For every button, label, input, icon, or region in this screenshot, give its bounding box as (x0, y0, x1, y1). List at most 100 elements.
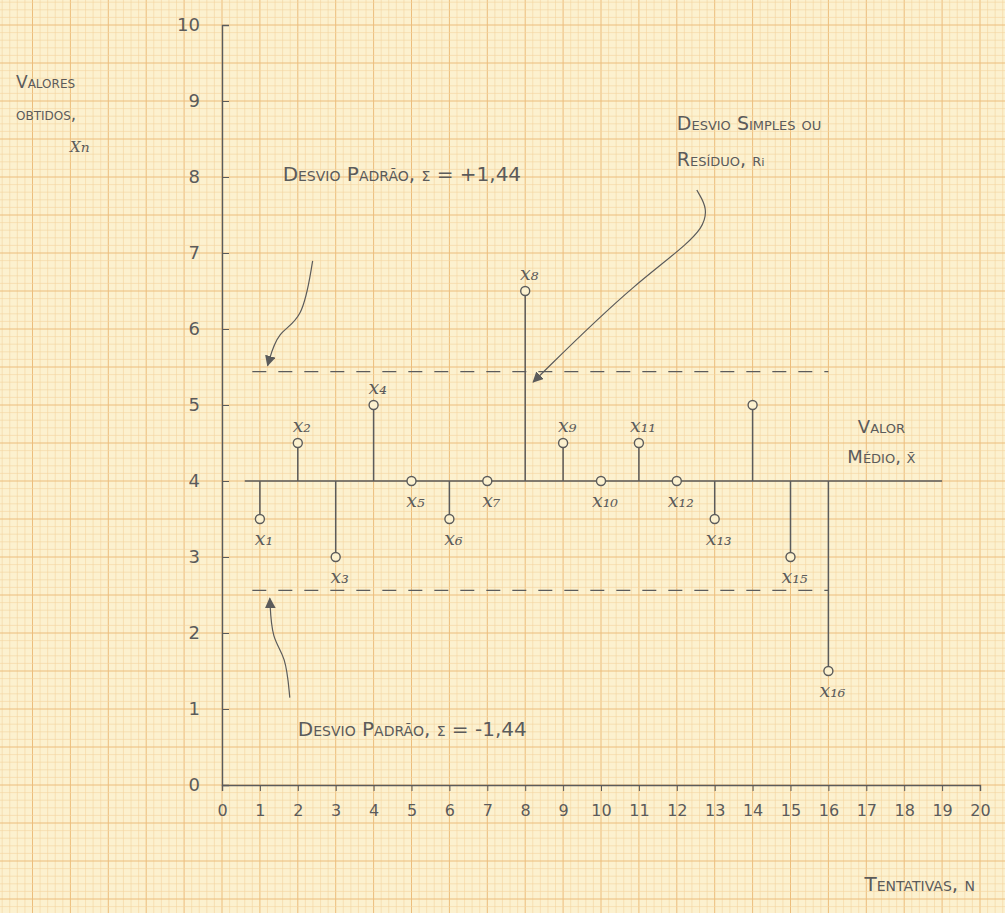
paper-line (153, 0, 154, 913)
paper-line (168, 0, 169, 913)
paper-line (0, 351, 1005, 352)
y-tick: 6 (189, 318, 229, 339)
mean-line (245, 480, 942, 482)
stem (297, 443, 299, 481)
point-label: x₉ (558, 414, 577, 436)
point-label: x₂ (293, 414, 311, 436)
paper-line (919, 0, 920, 913)
paper-line (0, 838, 1005, 839)
paper-line (737, 0, 738, 913)
paper-line (9, 0, 10, 913)
paper-line (0, 25, 1005, 26)
paper-line (0, 640, 1005, 641)
point-label: x₁₂ (668, 489, 694, 511)
paper-line (820, 0, 821, 913)
paper-line (0, 382, 1005, 383)
paper-line (745, 0, 746, 913)
paper-line (987, 0, 988, 913)
x-tick-mark (904, 785, 905, 791)
marker (710, 515, 719, 524)
paper-line (487, 0, 488, 913)
paper-line (623, 0, 624, 913)
paper-line (411, 0, 412, 913)
paper-line (729, 0, 730, 913)
x-tick-label: 19 (932, 801, 952, 820)
x-tick: 6 (445, 785, 455, 820)
x-tick-label: 14 (743, 801, 763, 820)
paper-line (934, 0, 935, 913)
y-tick-mark (222, 785, 229, 786)
paper-line (547, 0, 548, 913)
paper-line (0, 17, 1005, 18)
x-tick: 10 (591, 785, 611, 820)
x-tick-label: 4 (369, 801, 379, 820)
paper-line (0, 610, 1005, 611)
paper-line (0, 207, 1005, 208)
paper-line (654, 0, 655, 913)
paper-line (343, 0, 344, 913)
paper-line (0, 701, 1005, 702)
paper-line (47, 0, 48, 913)
std-dev-label: Desvio Padrão, σ = -1,44 (298, 717, 527, 741)
x-tick-label: 12 (667, 801, 687, 820)
paper-line (0, 534, 1005, 535)
paper-line (0, 572, 1005, 573)
point-label: x₁₁ (630, 414, 656, 436)
paper-line (275, 0, 276, 913)
paper-line (699, 0, 700, 913)
paper-line (601, 0, 602, 913)
paper-line (0, 435, 1005, 436)
y-axis-line (223, 26, 230, 786)
x-tick-label: 0 (217, 801, 227, 820)
paper-line (0, 557, 1005, 558)
paper-line (0, 906, 1005, 907)
paper-line (0, 602, 1005, 603)
y-tick: 2 (189, 622, 229, 643)
paper-line (0, 845, 1005, 846)
stem (335, 481, 337, 557)
paper-line (0, 891, 1005, 892)
paper-line (206, 0, 207, 913)
point-labels: x₁x₂x₃x₄x₅x₆x₇x₈x₉x₁₀x₁₁x₁₂x₁₃x₁₅x₁₆ (255, 262, 846, 701)
paper-line (0, 329, 1005, 330)
stem (638, 443, 640, 481)
paper-line (419, 0, 420, 913)
paper-line (320, 0, 321, 913)
marker (255, 515, 264, 524)
annotation-arrow (533, 190, 705, 382)
paper-line (0, 253, 1005, 254)
paper-line (0, 678, 1005, 679)
paper-line (0, 883, 1005, 884)
paper-line (0, 374, 1005, 375)
paper-line (0, 663, 1005, 664)
y-tick-label: 3 (189, 546, 200, 567)
x-tick-mark (298, 785, 299, 791)
x-tick-mark (753, 785, 754, 791)
paper-line (0, 298, 1005, 299)
x-tick: 7 (483, 785, 493, 820)
point-label: x₁₅ (782, 565, 808, 587)
paper-line (578, 0, 579, 913)
paper-line (0, 405, 1005, 406)
paper-line (0, 671, 1005, 672)
paper-line (0, 861, 1005, 862)
paper-line (252, 0, 253, 913)
paper-line (972, 0, 973, 913)
paper-line (646, 0, 647, 913)
x-tick-mark (828, 785, 829, 791)
paper-line (62, 0, 63, 913)
paper-line (669, 0, 670, 913)
paper-line (0, 595, 1005, 596)
paper (0, 0, 1005, 913)
x-tick-label: 10 (591, 801, 611, 820)
x-tick: 14 (743, 785, 763, 820)
x-tick: 4 (369, 785, 379, 820)
paper-line (676, 0, 677, 913)
paper-line (563, 0, 564, 913)
paper-line (0, 154, 1005, 155)
x-tick: 20 (970, 785, 990, 820)
x-tick: 17 (857, 785, 877, 820)
x-tick: 2 (293, 785, 303, 820)
x-tick: 18 (895, 785, 915, 820)
paper-line (0, 655, 1005, 656)
